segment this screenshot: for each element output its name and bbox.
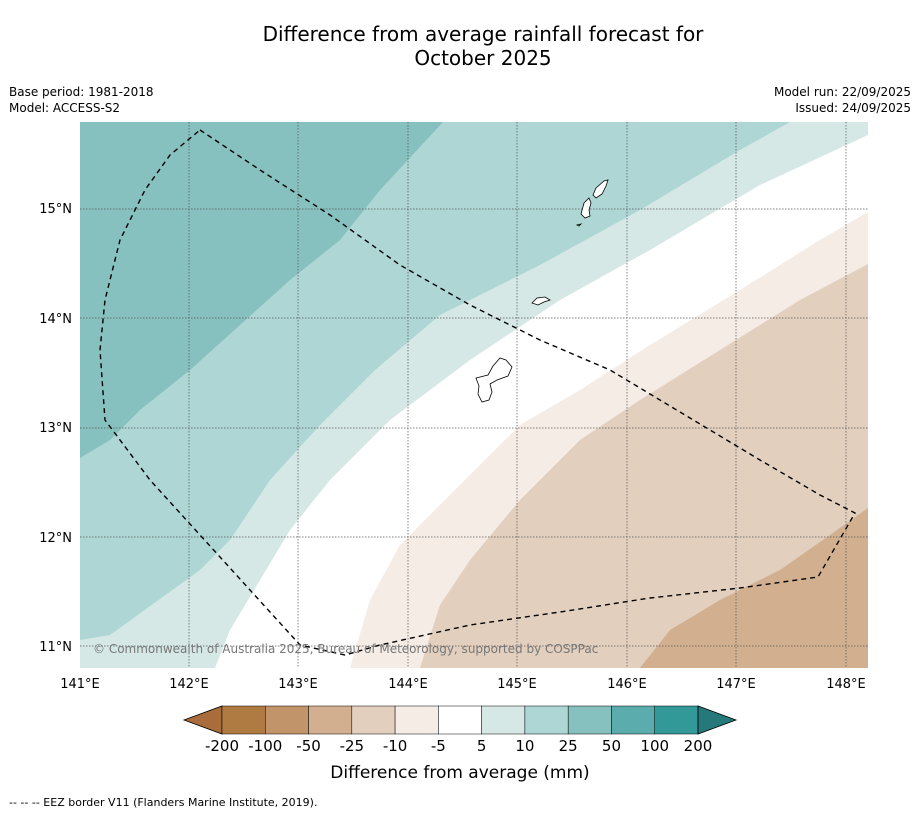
island-tinian [580, 197, 592, 219]
island-guam [475, 357, 513, 403]
title-line-2: October 2025 [414, 46, 552, 70]
lat-label-12: 12°N [39, 531, 72, 546]
colorbar-extend-low [182, 705, 223, 735]
colorbar-tick-label: 5 [477, 737, 487, 755]
colorbar-segment [308, 705, 353, 735]
lat-label-14: 14°N [39, 312, 72, 327]
chart-title: Difference from average rainfall forecas… [0, 22, 919, 70]
colorbar-tick-label: -200 [205, 737, 239, 755]
colorbar-segment [524, 705, 569, 735]
colorbar-tick-label: 50 [602, 737, 621, 755]
colorbar-segment [351, 705, 396, 735]
colorbar-tick-label: -50 [296, 737, 321, 755]
lon-axis: 141°E 142°E 143°E 144°E 145°E 146°E 147°… [60, 677, 866, 692]
rainfall-map: © Commonwealth of Australia 2025, Bureau… [80, 122, 868, 668]
colorbar-tick-label: 25 [559, 737, 578, 755]
lon-label-141: 141°E [60, 677, 100, 692]
lat-axis: 15°N 14°N 13°N 12°N 11°N [39, 202, 72, 655]
island-aguijan [575, 223, 583, 227]
graticule [80, 122, 868, 668]
colorbar-segment [611, 705, 655, 735]
colorbar-tick-label: 10 [515, 737, 534, 755]
colorbar-segment [654, 705, 699, 735]
lon-label-147: 147°E [716, 677, 756, 692]
island-rota [531, 296, 551, 306]
lon-label-146: 146°E [607, 677, 647, 692]
lon-label-143: 143°E [278, 677, 318, 692]
colorbar-segment [567, 705, 612, 735]
colorbar-segment [481, 705, 526, 735]
lon-label-145: 145°E [497, 677, 537, 692]
model-name: Model: ACCESS-S2 [9, 101, 121, 115]
colorbar-segment [394, 705, 439, 735]
band-wet-25-50 [80, 122, 443, 458]
colorbar-segment [438, 705, 482, 735]
colorbar-tick-label: 100 [640, 737, 669, 755]
colorbar-tick-label: -5 [431, 737, 446, 755]
lat-label-15: 15°N [39, 202, 72, 217]
colorbar-tick-label: -100 [248, 737, 282, 755]
base-period: Base period: 1981-2018 [9, 85, 154, 99]
colorbar-segment [265, 705, 309, 735]
eez-legend-note: -- -- -- EEZ border V11 (Flanders Marine… [9, 796, 318, 809]
colorbar-tick-label: -10 [383, 737, 408, 755]
colorbar-segment [221, 705, 266, 735]
band-dry-10-25 [420, 264, 868, 668]
meta-right: Model run: 22/09/2025 Issued: 24/09/2025 [774, 84, 911, 116]
colorbar-title: Difference from average (mm) [330, 763, 589, 783]
lon-label-148: 148°E [826, 677, 866, 692]
band-dry-25-50 [640, 508, 868, 668]
colorbar: -200 -100 -50 -25 -10 -5 5 10 25 50 100 200 [182, 705, 738, 755]
meta-left: Base period: 1981-2018 Model: ACCESS-S2 [9, 84, 154, 116]
island-saipan [592, 179, 609, 199]
title-line-1: Difference from average rainfall forecas… [262, 22, 704, 46]
issued-date: Issued: 24/09/2025 [795, 101, 911, 115]
colorbar-tick-label: 200 [684, 737, 713, 755]
colorbar-extend-high [697, 705, 738, 735]
colorbar-tick-label: -25 [340, 737, 365, 755]
lat-label-11: 11°N [39, 640, 72, 655]
lat-label-13: 13°N [39, 421, 72, 436]
model-run: Model run: 22/09/2025 [773, 85, 911, 99]
lon-label-144: 144°E [388, 677, 428, 692]
copyright-credit: © Commonwealth of Australia 2025, Bureau… [93, 642, 598, 656]
lon-label-142: 142°E [169, 677, 209, 692]
islands [475, 179, 609, 403]
